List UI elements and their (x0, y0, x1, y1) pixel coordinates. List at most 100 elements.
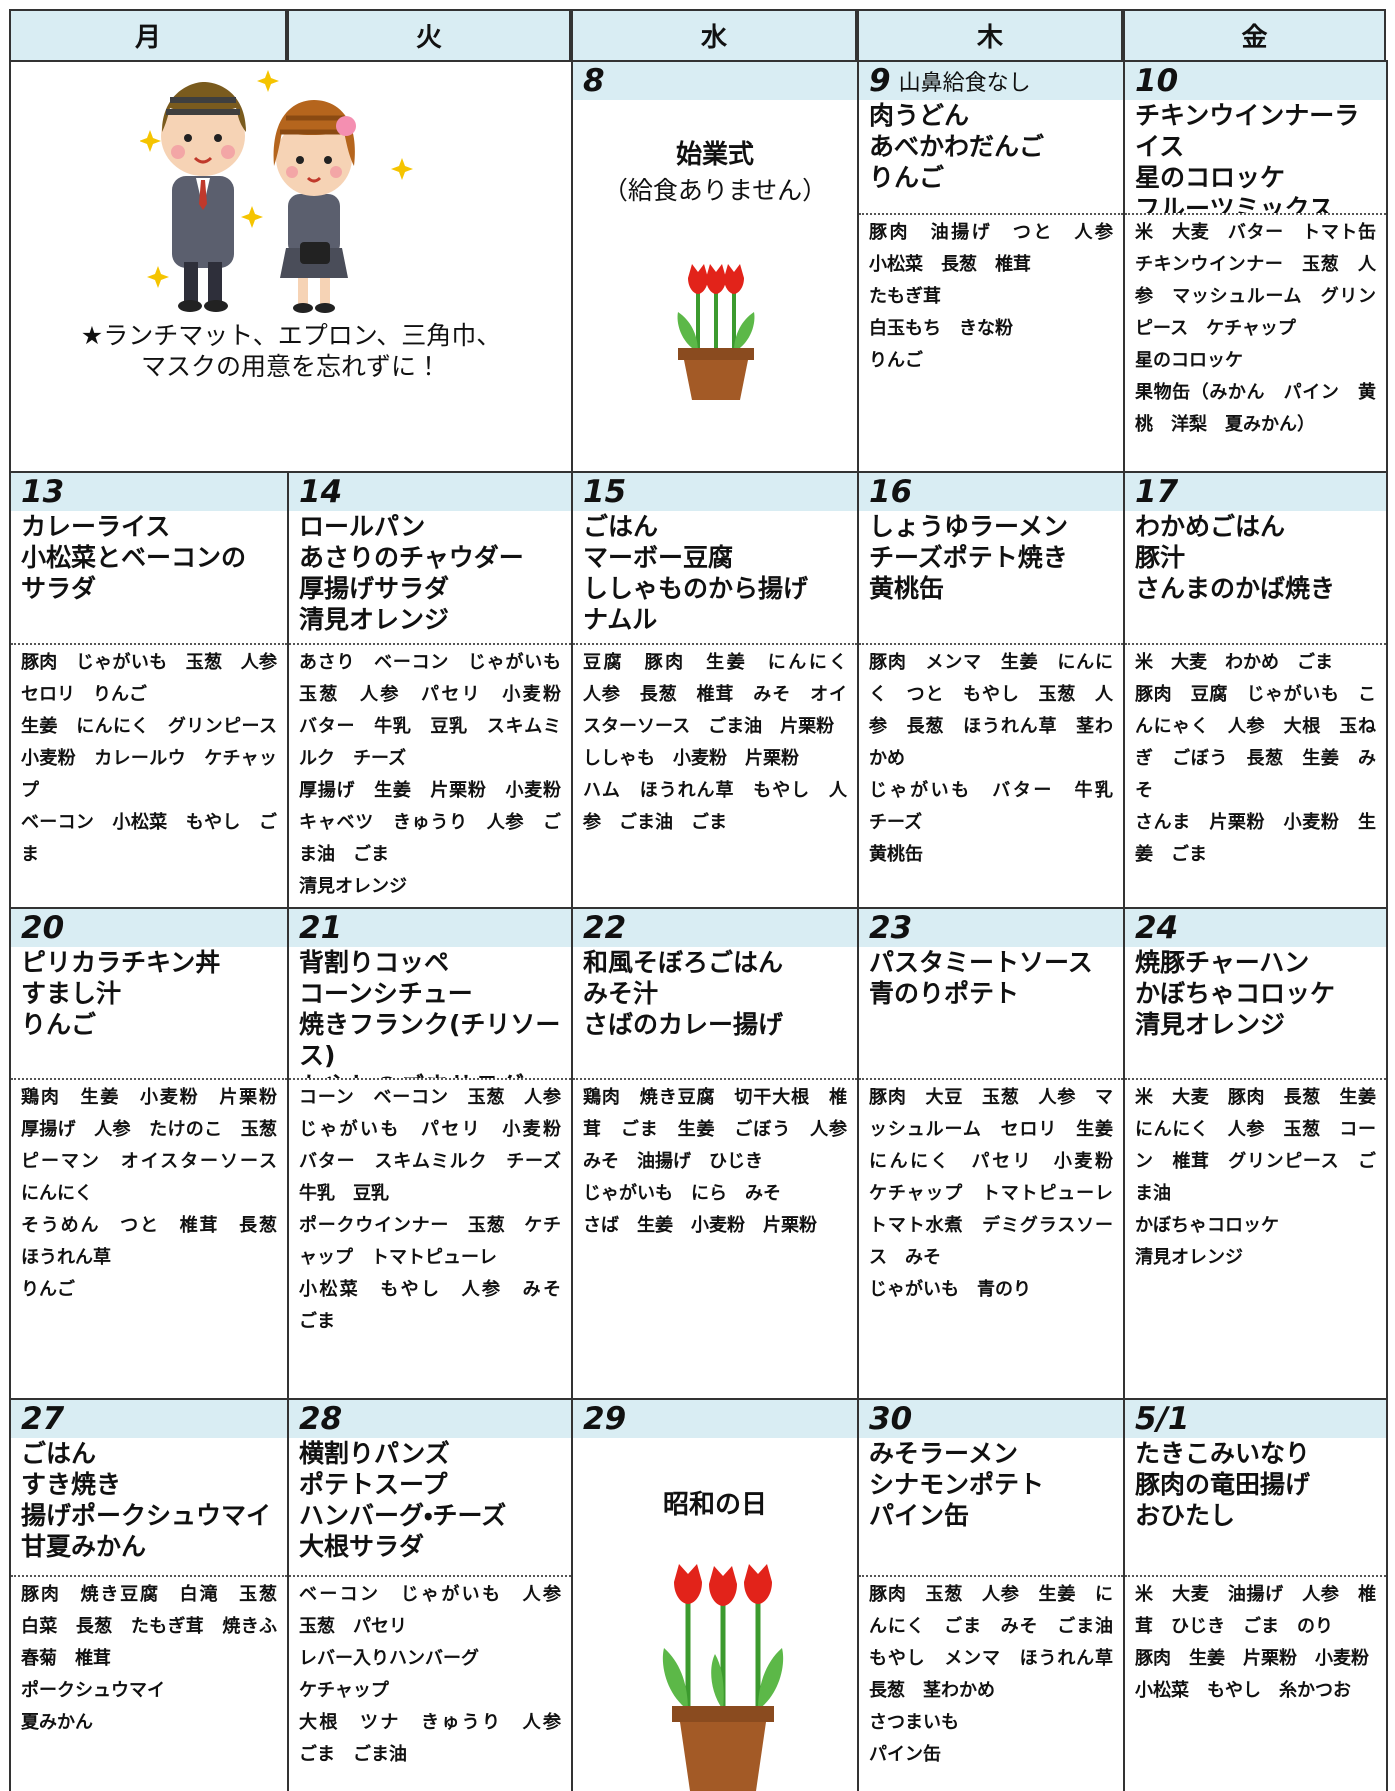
menu-dishes: カレーライス 小松菜とベーコンの サラダ (11, 511, 287, 645)
menu-dishes: 焼豚チャーハン かぼちゃコロッケ 清見オレンジ (1125, 947, 1386, 1080)
ingredients: 鶏肉 生姜 小麦粉 片栗粉 厚揚げ 人参 たけのこ 玉葱 ピーマン オイスターソ… (11, 1080, 287, 1306)
event-subtitle: （給食ありません） (602, 176, 828, 205)
ingredient-line: ベーコン 小松菜 もやし ごま (21, 812, 277, 865)
day-header: 月 (9, 9, 287, 62)
dish: わかめごはん (1135, 512, 1286, 541)
ingredients: 豆腐 豚肉 生姜 にんにく 人参 長葱 椎茸 みそ オイスターソース ごま油 片… (573, 645, 857, 839)
menu-dishes: ロールパン あさりのチャウダー 厚揚げサラダ 清見オレンジ (289, 511, 571, 645)
date: 16 (869, 474, 913, 510)
ingredients: 豚肉 油揚げ つと 人参 小松菜 長葱 椎茸 たもぎ茸 白玉もち きな粉 りんご (859, 215, 1123, 377)
ingredient-line: 小松菜 もやし 人参 みそ ごま (299, 1279, 571, 1332)
ingredients: 豚肉 焼き豆腐 白滝 玉葱 白菜 長葱 たもぎ茸 焼きふ 春菊 椎茸 ポークシュウ… (11, 1577, 287, 1739)
ingredients: 鶏肉 焼き豆腐 切干大根 椎茸 ごま 生姜 ごぼう 人参 みそ 油揚げ ひじきじ… (573, 1080, 857, 1242)
date: 5/1 (1135, 1401, 1190, 1437)
tulip-illustration (662, 1564, 784, 1791)
tulip-illustration (677, 264, 755, 400)
date: 14 (299, 474, 343, 510)
day-cell: 28 横割りパンズ ポテトスープ ハンバーグ・チーズ 大根サラダ ベーコン じゃがいも 人… (287, 1398, 573, 1791)
dish: シナモンポテト (869, 1470, 1045, 1499)
ingredient-line: 米 大麦 バター トマト缶 チキンウインナー 玉葱 人参 マッシュルーム グリン… (1135, 222, 1386, 339)
dish: 清見オレンジ (299, 605, 450, 634)
ingredient-line: 豚肉 油揚げ つと 人参 小松菜 長葱 椎茸 (869, 222, 1123, 275)
menu-dishes: 和風そぼろごはん みそ汁 さばのカレー揚げ (573, 947, 857, 1080)
ingredient-line: 豚肉 メンマ 生姜 にんにく つと もやし 玉葱 人参 長葱 ほうれん草 茎わか… (869, 652, 1113, 769)
date: 28 (299, 1401, 343, 1437)
menu-dishes: チキンウインナーライス 星のコロッケ フルーツミックス (1125, 100, 1386, 215)
dish: フルーツミックス (1135, 194, 1334, 215)
reminder-note: ★ランチマット、エプロン、三角巾、 マスクの用意を忘れずに！ (11, 320, 571, 382)
date: 17 (1135, 474, 1179, 510)
menu-dishes: たきこみいなり 豚肉の竜田揚げ おひたし (1125, 1438, 1386, 1577)
ingredient-line: そうめん つと 椎茸 長葱 ほうれん草 (21, 1215, 287, 1268)
date: 22 (583, 910, 627, 946)
dish: ごはん (21, 1439, 97, 1468)
dish: 青のりポテト (869, 979, 1020, 1008)
ingredient-line: かぼちゃコロッケ (1135, 1215, 1279, 1236)
dish: 肉うどん (869, 101, 970, 130)
day-cell: 21背割りコッペコーンシチュー焼きフランク(チリソース)もやしのごまサラダコーン… (287, 907, 573, 1400)
ingredient-line: 鶏肉 生姜 小麦粉 片栗粉 厚揚げ 人参 たけのこ 玉葱 ピーマン オイスターソ… (21, 1087, 287, 1204)
ingredients: ベーコン じゃがいも 人参 玉葱 パセリ レバー入りハンバーグ ケチャップ 大根 ツナ… (289, 1577, 571, 1771)
dish: 甘夏みかん (21, 1532, 147, 1561)
ingredient-line: たもぎ茸 (869, 286, 941, 307)
dish: もやしのごまサラダ (299, 1071, 561, 1078)
date-bar: 30 (859, 1400, 1123, 1438)
day-cell: 10 チキンウインナーライス 星のコロッケ フルーツミックス米 大麦 バター トマト缶… (1123, 60, 1388, 473)
ingredient-line: 豚肉 生姜 片栗粉 小麦粉 (1135, 1648, 1369, 1669)
day-cell: 17 わかめごはん 豚汁 さんまのかば焼き米 大麦 わかめ ごま 豚肉 豆腐 じゃがいも… (1123, 471, 1388, 909)
dish: あべかわだんご (869, 132, 1045, 161)
ingredients: 豚肉 大豆 玉葱 人参 マッシュルーム セロリ 生姜 にんにく パセリ 小麦粉 … (859, 1080, 1123, 1306)
date-bar: 15 (573, 473, 857, 511)
ingredient-line: さば 生姜 小麦粉 片栗粉 (583, 1215, 817, 1236)
dish: 横割りパンズ (299, 1439, 450, 1468)
dish: りんご (21, 1010, 97, 1039)
dish: ロールパン (299, 512, 426, 541)
ingredient-line: 果物缶（みかん パイン 黄桃 洋梨 夏みかん） (1135, 382, 1376, 435)
dish: パスタミートソース (869, 948, 1093, 977)
ingredient-line: 夏みかん (21, 1712, 93, 1733)
dish: さんまのかば焼き (1135, 574, 1336, 603)
date-bar: 22 (573, 909, 857, 947)
date: 10 (1135, 63, 1179, 99)
date: 24 (1135, 910, 1179, 946)
date-bar: 28 (289, 1400, 571, 1438)
ingredient-line: 豚肉 焼き豆腐 白滝 玉葱 白菜 長葱 たもぎ茸 焼きふ 春菊 椎茸 (21, 1584, 287, 1669)
date-bar: 5/1 (1125, 1400, 1386, 1438)
ingredient-line: ケチャップ (299, 1680, 389, 1701)
dish: コーンシチュー (299, 979, 473, 1008)
day-cell: 24 焼豚チャーハン かぼちゃコロッケ 清見オレンジ米 大麦 豚肉 長葱 生姜 にんに… (1123, 907, 1388, 1400)
ingredient-line: 豚肉 玉葱 人参 生姜 にんにく ごま みそ ごま油 もやし メンマ ほうれん草… (869, 1584, 1123, 1701)
day-header: 木 (857, 9, 1123, 62)
day-cell: 20 ピリカラチキン丼 すまし汁 りんご 鶏肉 生姜 小麦粉 片栗粉 厚揚げ 人参 たけ… (9, 907, 289, 1400)
date-bar: 16 (859, 473, 1123, 511)
note-line: ★ランチマット、エプロン、三角巾、 (80, 321, 502, 350)
dish: カレーライス (21, 512, 171, 541)
ingredients: 米 大麦 豚肉 長葱 生姜 にんにく 人参 玉葱 コーン 椎茸 グリンピース ご… (1125, 1080, 1386, 1274)
day-header: 水 (571, 9, 857, 62)
students-illustration (140, 70, 413, 313)
day-cell: 27 ごはん すき焼き 揚げポークシュウマイ 甘夏みかん 豚肉 焼き豆腐 白滝 玉葱 白菜… (9, 1398, 289, 1791)
ingredient-line: 清見オレンジ (1135, 1247, 1243, 1268)
ingredient-line: 小松菜 もやし 糸かつお (1135, 1680, 1351, 1701)
day-cell: 30 みそラーメン シナモンポテト パイン缶 豚肉 玉葱 人参 生姜 にんにく ごま み… (857, 1398, 1125, 1791)
dish: サラダ (21, 574, 97, 603)
ingredients: コーン ベーコン 玉葱 人参 じゃがいも パセリ 小麦粉 バター スキムミルク … (289, 1080, 571, 1338)
dish: 清見オレンジ (1135, 1010, 1286, 1039)
ingredients: 米 大麦 バター トマト缶 チキンウインナー 玉葱 人参 マッシュルーム グリン… (1125, 215, 1386, 441)
ingredients: 豚肉 メンマ 生姜 にんにく つと もやし 玉葱 人参 長葱 ほうれん草 茎わか… (859, 645, 1123, 871)
dish: かぼちゃコロッケ (1135, 979, 1336, 1008)
ingredient-line: 豆腐 豚肉 生姜 にんにく 人参 長葱 椎茸 みそ オイスターソース ごま油 片… (583, 652, 857, 737)
dish: 厚揚げサラダ (299, 574, 450, 603)
ingredient-line: レバー入りハンバーグ (299, 1648, 479, 1669)
ingredient-line: 大根 ツナ きゅうり 人参 ごま ごま油 (299, 1712, 571, 1765)
dish: ハンバーグ・チーズ (299, 1501, 507, 1530)
menu-dishes: 横割りパンズ ポテトスープ ハンバーグ・チーズ 大根サラダ (289, 1438, 571, 1577)
date-bar: 10 (1125, 62, 1386, 100)
date: 21 (299, 910, 343, 946)
dish: しょうゆラーメン (869, 512, 1069, 541)
dish: すき焼き (21, 1470, 122, 1499)
menu-dishes: わかめごはん 豚汁 さんまのかば焼き (1125, 511, 1386, 645)
ingredient-line: さんま 片栗粉 小麦粉 生姜 ごま (1135, 812, 1376, 865)
dish: 焼豚チャーハン (1135, 948, 1310, 977)
ingredient-line: 豚肉 大豆 玉葱 人参 マッシュルーム セロリ 生姜 にんにく パセリ 小麦粉 … (869, 1087, 1123, 1268)
